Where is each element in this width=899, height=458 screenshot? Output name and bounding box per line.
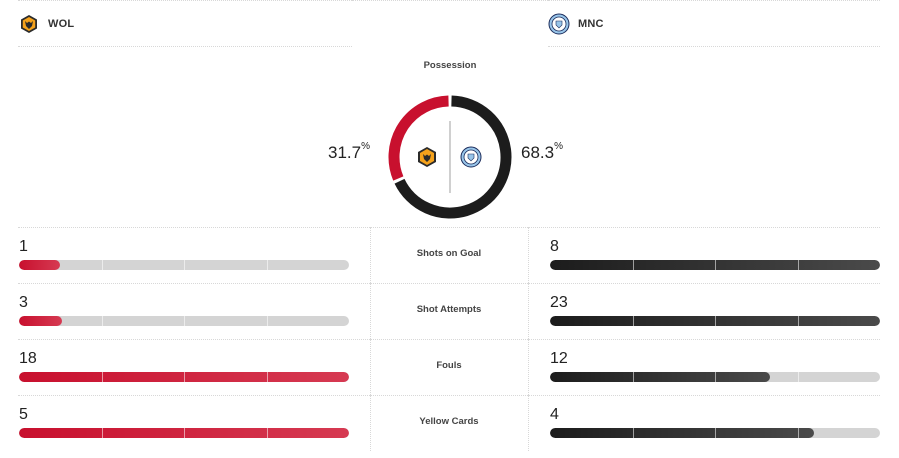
bar-segment-tick (632, 428, 634, 438)
bar-segment-tick (101, 260, 103, 270)
away-stat-bar (550, 316, 880, 326)
bar-segment-tick (632, 372, 634, 382)
column-divider-left (370, 395, 371, 451)
stat-row: 3 Shot Attempts 23 (0, 283, 899, 339)
bar-segment-tick (715, 428, 716, 438)
stat-label: Shots on Goal (416, 248, 482, 259)
bar-segment-tick (715, 372, 716, 382)
away-stat-bar (550, 260, 880, 270)
away-possession-arc (394, 95, 512, 219)
man-city-crest-icon (460, 146, 482, 168)
bar-segment-tick (184, 372, 185, 382)
wolves-crest-icon (18, 13, 40, 35)
bar-segment-tick (266, 372, 268, 382)
home-stat-bar (19, 428, 349, 438)
column-divider-right (528, 339, 529, 395)
bar-segment-tick (715, 260, 716, 270)
away-stat-bar-fill (550, 428, 814, 438)
home-stat-value: 18 (19, 350, 37, 367)
home-possession-pct: 31.7% (328, 141, 370, 162)
away-stat-value: 8 (550, 238, 559, 255)
bar-segment-tick (266, 428, 268, 438)
away-stat-value: 23 (550, 294, 568, 311)
bar-segment-tick (632, 316, 634, 326)
man-city-crest-icon (548, 13, 570, 35)
possession-donut (388, 95, 512, 219)
stat-row: 5 Yellow Cards 4 (0, 395, 899, 451)
away-stat-bar-fill (550, 372, 771, 382)
bar-segment-tick (266, 260, 268, 270)
away-stat-bar (550, 428, 880, 438)
column-divider-right (528, 227, 529, 283)
away-possession-pct: 68.3% (521, 141, 563, 162)
away-stat-value: 12 (550, 350, 568, 367)
header-gap (352, 0, 548, 47)
column-divider-left (370, 339, 371, 395)
bar-segment-tick (266, 316, 268, 326)
away-team-header[interactable]: MNC (548, 0, 880, 47)
stat-row: 18 Fouls 12 (0, 339, 899, 395)
column-divider-left (370, 227, 371, 283)
bar-segment-tick (715, 316, 716, 326)
bar-segment-tick (797, 260, 799, 270)
bar-segment-tick (797, 428, 799, 438)
home-stat-bar-fill (19, 260, 61, 270)
bar-segment-tick (797, 316, 799, 326)
home-team-header[interactable]: WOL (18, 0, 352, 47)
home-stat-bar-fill (19, 316, 62, 326)
column-divider-right (528, 283, 529, 339)
possession-title: Possession (423, 60, 477, 71)
home-stat-bar (19, 372, 349, 382)
bar-segment-tick (184, 316, 185, 326)
away-team-abbr: MNC (578, 17, 604, 30)
bar-segment-tick (101, 428, 103, 438)
column-divider-left (370, 283, 371, 339)
home-stat-bar (19, 316, 349, 326)
bar-segment-tick (797, 372, 799, 382)
away-stat-bar (550, 372, 880, 382)
bar-segment-tick (184, 260, 185, 270)
home-stat-value: 1 (19, 238, 28, 255)
home-stat-value: 3 (19, 294, 28, 311)
bar-segment-tick (101, 316, 103, 326)
home-possession-arc (388, 95, 449, 181)
home-stat-bar (19, 260, 349, 270)
stat-label: Shot Attempts (416, 304, 482, 315)
row-divider (18, 339, 880, 340)
bar-segment-tick (632, 260, 634, 270)
row-divider (18, 227, 880, 228)
row-divider (18, 395, 880, 396)
bar-segment-tick (184, 428, 185, 438)
bar-segment-tick (101, 372, 103, 382)
wolves-crest-icon (418, 147, 436, 167)
column-divider-right (528, 395, 529, 451)
stat-label: Fouls (436, 360, 462, 371)
stat-label: Yellow Cards (419, 416, 479, 427)
stat-row: 1 Shots on Goal 8 (0, 227, 899, 283)
home-stat-value: 5 (19, 406, 28, 423)
away-stat-value: 4 (550, 406, 559, 423)
row-divider (18, 283, 880, 284)
home-team-abbr: WOL (48, 17, 75, 30)
